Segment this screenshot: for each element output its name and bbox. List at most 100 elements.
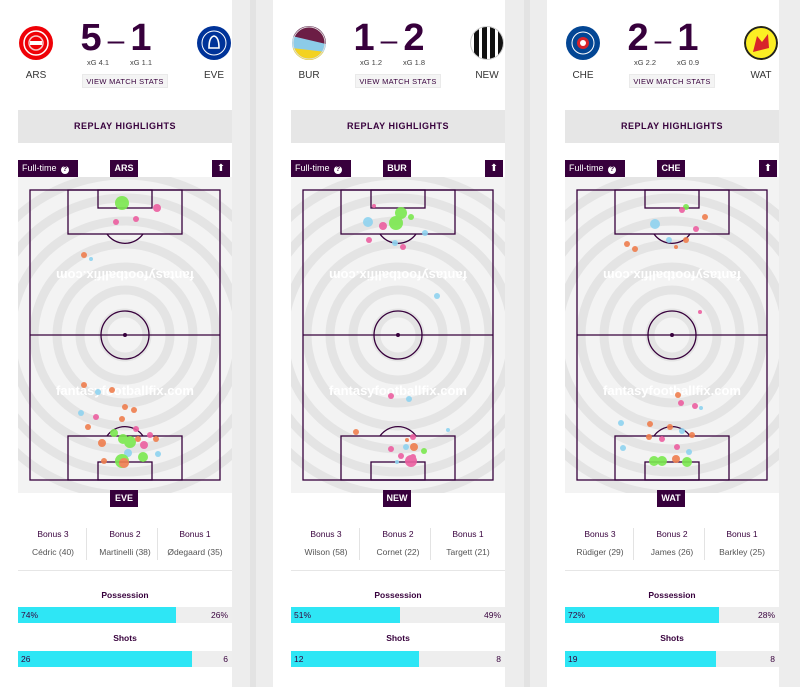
divider: [704, 528, 705, 560]
everton-crest-icon[interactable]: [197, 26, 231, 60]
home-xg: xG 4.1: [87, 58, 110, 67]
shot-marker: [93, 414, 99, 420]
away-possession: 49%: [483, 610, 501, 620]
home-score: 5: [80, 17, 102, 59]
possession-fill: [291, 607, 401, 623]
shot-marker: [388, 393, 394, 399]
shot-marker: [422, 230, 428, 236]
bonus1-player: Ødegaard (35): [167, 547, 223, 557]
away-shots: 8: [770, 654, 775, 664]
shots-top: [81, 196, 161, 261]
possession-title: Possession: [101, 590, 149, 600]
divider: [18, 570, 232, 571]
shot-marker: [353, 429, 359, 435]
shot-marker: [81, 252, 87, 258]
pitch-away-label: EVE: [110, 490, 138, 507]
shot-marker: [408, 214, 414, 220]
shot-marker: [650, 219, 660, 229]
home-possession: 74%: [21, 610, 39, 620]
away-possession: 26%: [210, 610, 228, 620]
away-score: 1: [130, 17, 152, 59]
shot-marker: [109, 387, 115, 393]
help-icon[interactable]: ?: [61, 166, 70, 174]
view-match-stats-button[interactable]: VIEW MATCH STATS: [82, 74, 168, 88]
fulltime-badge[interactable]: Full-time ?: [291, 160, 351, 177]
watford-crest-icon[interactable]: [744, 26, 778, 60]
shot-marker: [153, 436, 159, 442]
shots-bottom: [78, 382, 161, 468]
possession-bar: 74% 26%: [18, 607, 232, 623]
pitch-home-label: BUR: [383, 160, 411, 177]
replay-highlights-button[interactable]: REPLAY HIGHLIGHTS: [291, 110, 505, 143]
newcastle-crest-icon[interactable]: [470, 26, 504, 60]
shot-marker: [699, 406, 703, 410]
home-xg: xG 1.2: [360, 58, 383, 67]
match-card-che-wat: CHE 2–1 xG 2.2 xG 0.9 VIEW MATCH STATS W…: [547, 0, 779, 687]
home-shots: 12: [294, 654, 304, 664]
shot-marker: [363, 217, 373, 227]
match-card-ars-eve: ARS 5–1 xG 4.1 xG 1.1 VIEW MATCH STATS E…: [0, 0, 232, 687]
arrow-up-icon[interactable]: ⬆: [212, 160, 230, 178]
bonus2-header: Bonus 2: [109, 529, 141, 539]
shot-marker: [666, 237, 672, 243]
shot-marker: [395, 207, 407, 219]
home-team-abbr: CHE: [572, 70, 594, 81]
shot-marker: [392, 240, 398, 246]
watermark-bottom: fantasyfootballfix.com: [56, 383, 194, 398]
away-shots: 8: [496, 654, 501, 664]
home-shots: 26: [21, 654, 31, 664]
shots-title: Shots: [660, 633, 684, 643]
shot-marker: [153, 204, 161, 212]
shot-marker: [667, 424, 673, 430]
arrow-up-icon[interactable]: ⬆: [759, 160, 777, 178]
possession-bar: 51% 49%: [291, 607, 505, 623]
shots-fill: [291, 651, 420, 667]
shot-marker: [657, 456, 667, 466]
shot-marker: [85, 424, 91, 430]
shot-marker: [388, 446, 394, 452]
shot-marker: [133, 426, 139, 432]
replay-highlights-button[interactable]: REPLAY HIGHLIGHTS: [565, 110, 779, 143]
fulltime-badge[interactable]: Full-time ?: [18, 160, 78, 177]
replay-highlights-button[interactable]: REPLAY HIGHLIGHTS: [18, 110, 232, 143]
shot-marker: [379, 222, 387, 230]
away-xg: xG 0.9: [677, 58, 700, 67]
away-shots: 6: [223, 654, 228, 664]
watermark-top: fantasyfootballfix.com: [603, 268, 741, 283]
shots-fill: [18, 651, 192, 667]
help-icon[interactable]: ?: [334, 166, 343, 174]
shot-marker: [113, 219, 119, 225]
shot-marker: [693, 226, 699, 232]
shot-marker: [702, 214, 708, 220]
chelsea-crest-icon[interactable]: [566, 26, 600, 60]
away-team-abbr: EVE: [203, 70, 224, 81]
view-match-stats-button[interactable]: VIEW MATCH STATS: [355, 74, 441, 88]
shot-marker: [89, 257, 93, 261]
burnley-crest-icon[interactable]: [292, 26, 326, 60]
shot-marker: [410, 443, 418, 451]
divider: [633, 528, 634, 560]
view-match-stats-button[interactable]: VIEW MATCH STATS: [629, 74, 715, 88]
bonus1-player: Targett (21): [446, 547, 490, 557]
shot-marker: [647, 421, 653, 427]
shot-marker: [110, 429, 118, 437]
shot-marker: [678, 400, 684, 406]
arrow-up-icon[interactable]: ⬆: [485, 160, 503, 178]
shot-map-pitch: fantasyfootballfix.com fantasyfootballfi…: [18, 177, 232, 493]
shot-marker: [403, 444, 409, 450]
pitch-away-label: NEW: [383, 490, 411, 507]
shot-marker: [124, 436, 136, 448]
help-icon[interactable]: ?: [608, 166, 617, 174]
shot-marker: [138, 452, 148, 462]
bonus3-player: Cédric (40): [31, 547, 75, 557]
fulltime-badge[interactable]: Full-time ?: [565, 160, 625, 177]
shot-marker: [98, 439, 106, 447]
away-xg: xG 1.1: [130, 58, 153, 67]
divider: [565, 570, 779, 571]
possession-fill: [565, 607, 720, 623]
shot-marker: [686, 449, 692, 455]
shot-marker: [406, 396, 412, 402]
shot-marker: [135, 436, 141, 442]
arsenal-crest-icon[interactable]: [19, 26, 53, 60]
shot-map-pitch: fantasyfootballfix.com fantasyfootballfi…: [565, 177, 779, 493]
